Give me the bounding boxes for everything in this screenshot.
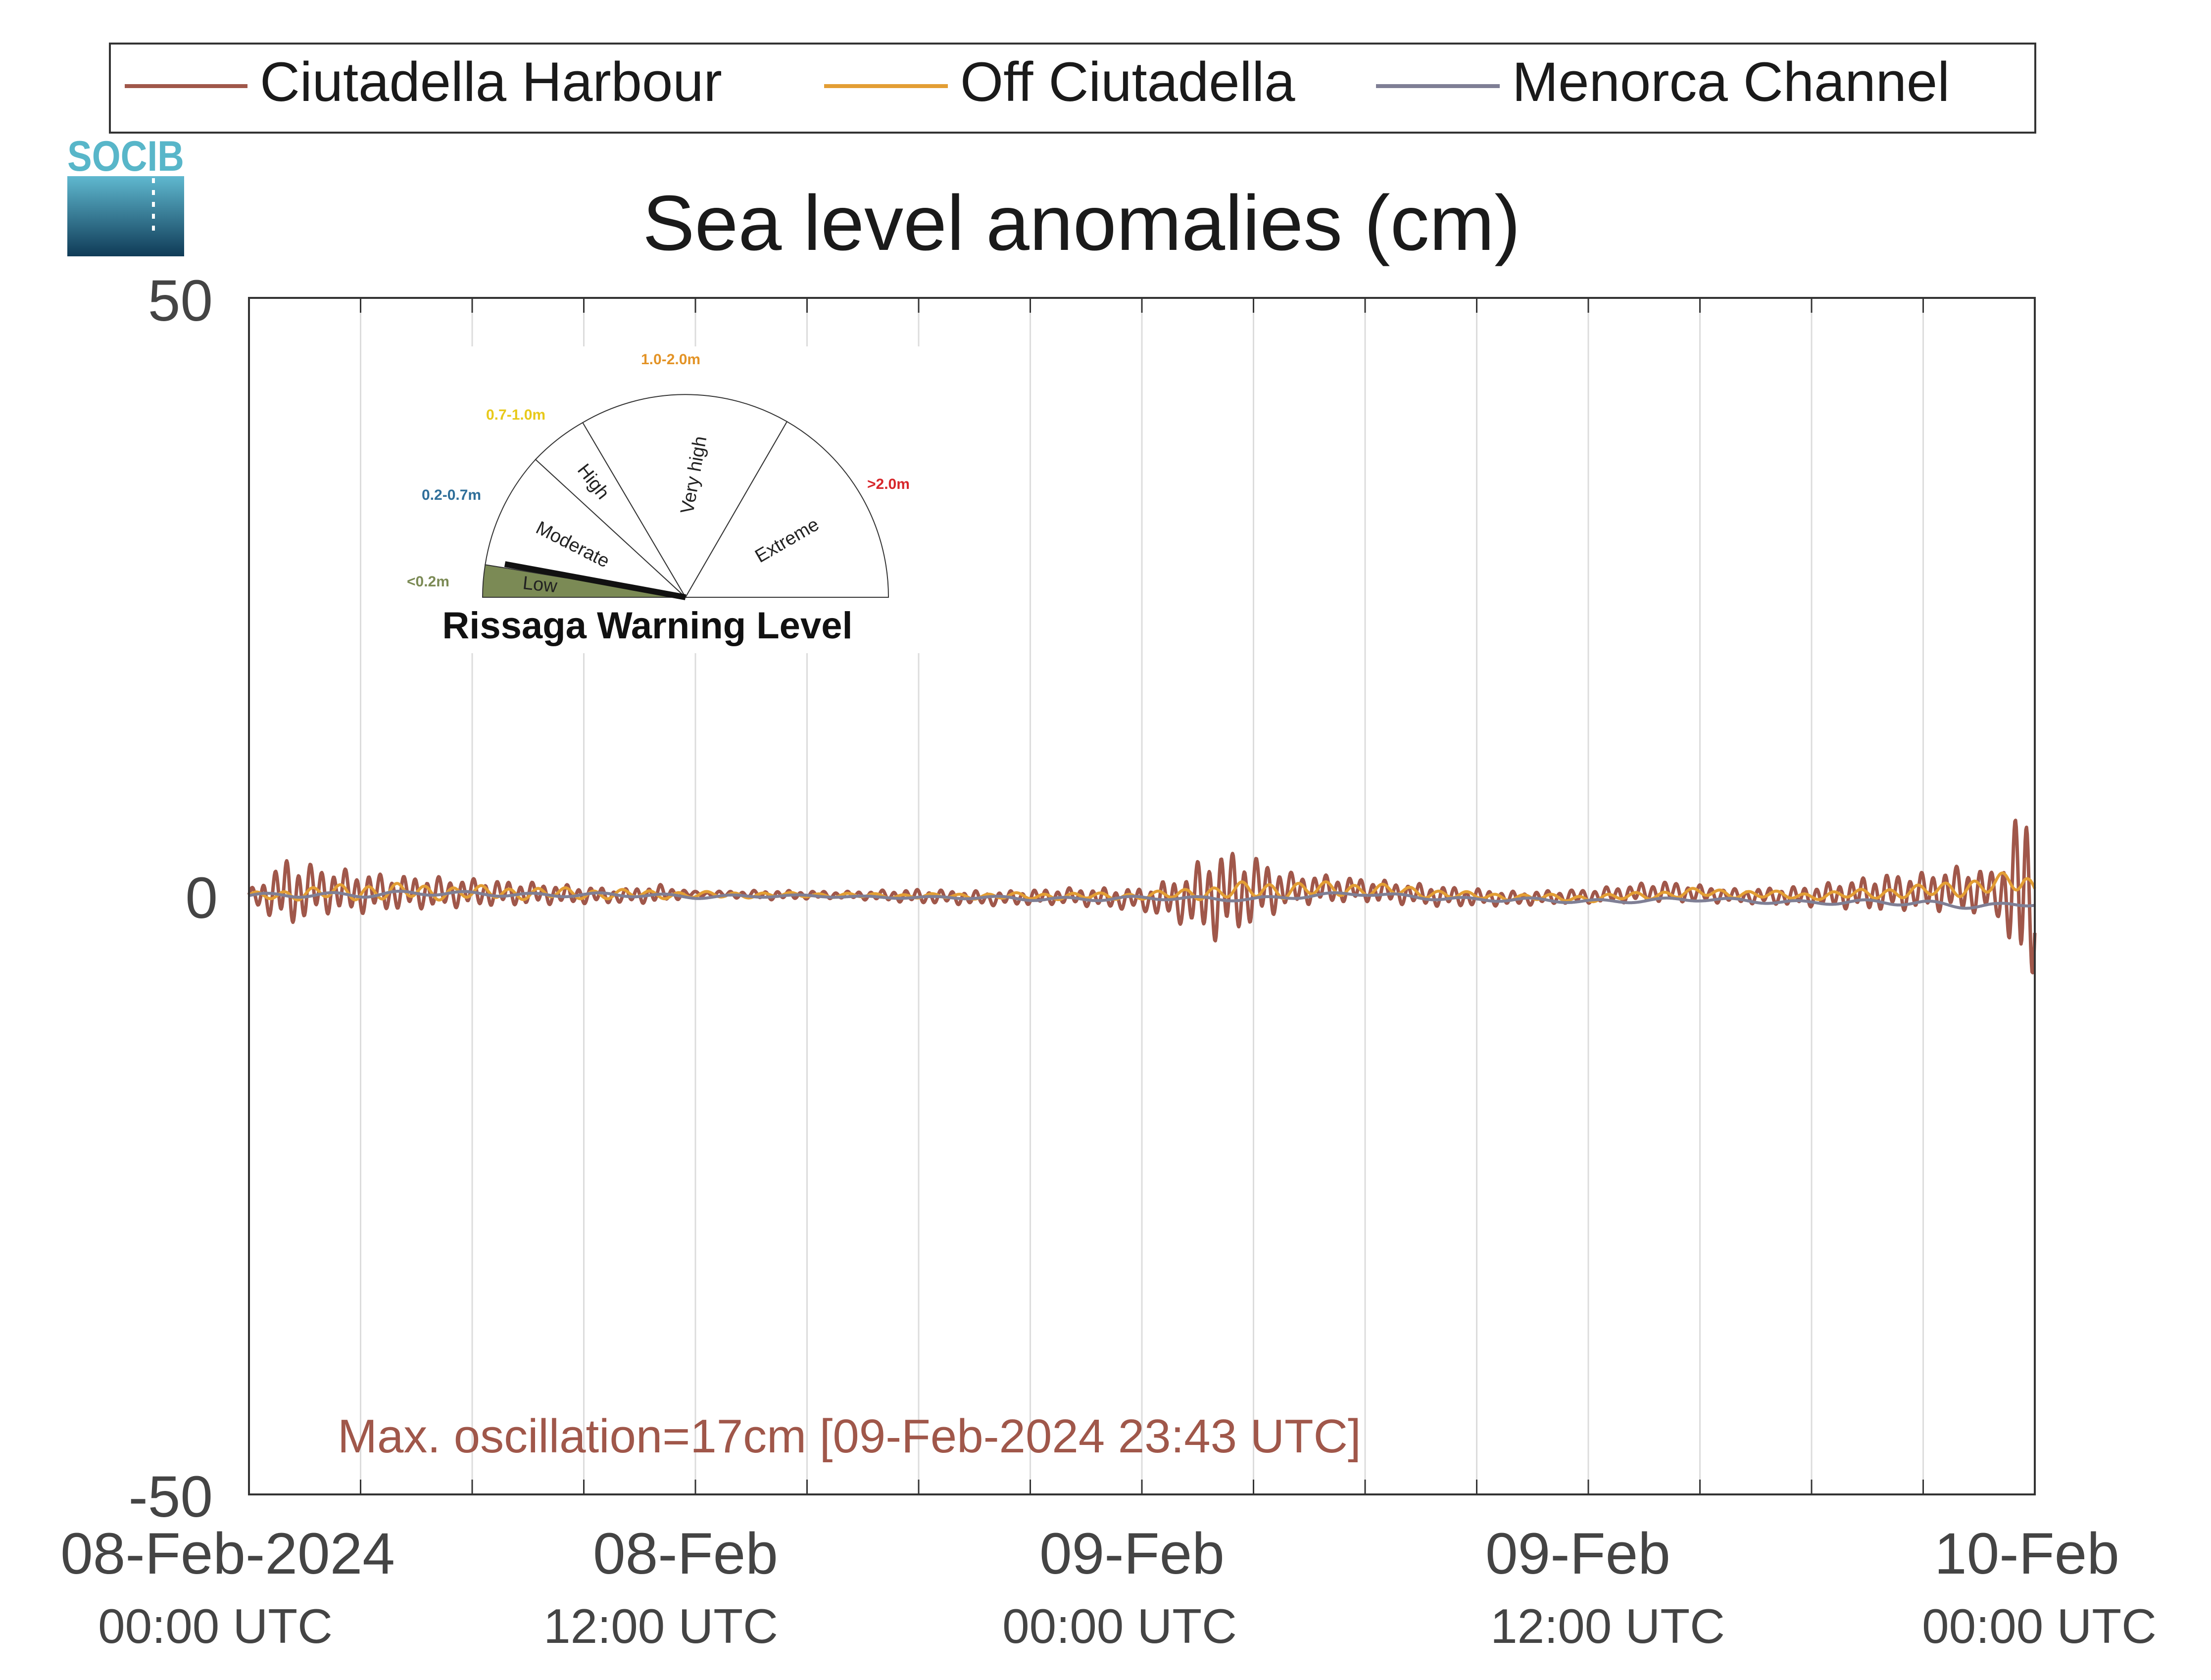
gauge-sector-very-high	[582, 394, 788, 598]
gauge-range-extreme: >2.0m	[867, 476, 910, 492]
logo-emblem	[67, 176, 184, 256]
series-line-menorca-channel	[248, 889, 2036, 910]
socib-logo: SOCIB	[67, 133, 184, 256]
x-tick-label-time: 00:00 UTC	[98, 1599, 333, 1653]
legend-box	[109, 43, 2036, 134]
axis-ticks	[360, 298, 1924, 1494]
x-tick-label: 09-Feb	[1485, 1521, 1671, 1586]
gauge-range-moderate: 0.2-0.7m	[422, 487, 481, 503]
series-layer	[247, 818, 2037, 975]
gauge-label-low: Low	[522, 573, 558, 597]
gauge-title: Rissaga Warning Level	[442, 605, 852, 647]
x-tick-label: 09-Feb	[1039, 1521, 1225, 1586]
gauge-sector-extreme	[685, 421, 889, 598]
x-tick-label-time: 00:00 UTC	[1002, 1599, 1237, 1653]
x-tick-label-time: 12:00 UTC	[1490, 1599, 1725, 1653]
legend-label-menorca-channel: Menorca Channel	[1512, 51, 1950, 113]
x-tick-label-time: 00:00 UTC	[1922, 1599, 2157, 1653]
y-tick-label: 0	[185, 865, 218, 931]
gauge-needle	[504, 561, 687, 600]
gauge-range-high: 0.7-1.0m	[486, 407, 545, 423]
legend-label-ciutadella-harbour: Ciutadella Harbour	[260, 51, 722, 113]
x-tick-label: 08-Feb-2024	[60, 1521, 395, 1586]
x-tick-label: 08-Feb	[593, 1521, 778, 1586]
y-tick-label: -50	[128, 1464, 213, 1530]
legend: Ciutadella Harbour Off Ciutadella Menorc…	[109, 43, 2036, 134]
logo-text: SOCIB	[67, 133, 184, 180]
rissaga-warning-gauge: Low Moderate High Very high Extreme <0.2…	[391, 346, 926, 653]
gauge-range-low: <0.2m	[407, 574, 449, 590]
gauge-sector-moderate	[485, 459, 688, 598]
chart-title: Sea level anomalies (cm)	[642, 180, 1521, 267]
gauge-range-very-high: 1.0-2.0m	[641, 351, 700, 368]
max-oscillation-annotation: Max. oscillation=17cm [09-Feb-2024 23:43…	[338, 1410, 1361, 1463]
y-tick-label: 50	[148, 268, 213, 334]
x-tick-label-time: 12:00 UTC	[543, 1599, 778, 1653]
x-tick-label: 10-Feb	[1934, 1521, 2119, 1586]
legend-label-off-ciutadella: Off Ciutadella	[960, 51, 1295, 113]
